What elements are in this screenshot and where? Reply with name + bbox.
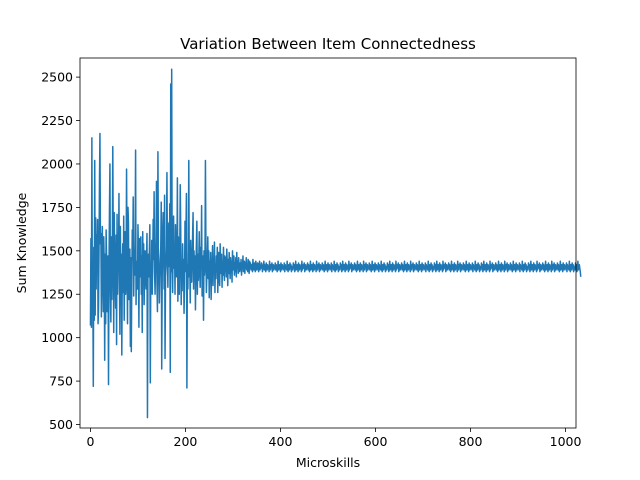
series-line-0 xyxy=(89,68,582,419)
x-tick-label: 400 xyxy=(269,434,293,449)
y-tick-label: 1500 xyxy=(41,243,73,258)
x-axis-ticks: 0 200 400 600 800 1000 xyxy=(86,428,582,449)
x-tick-label: 200 xyxy=(174,434,198,449)
y-tick-label: 1250 xyxy=(41,287,73,302)
y-tick-label: 2500 xyxy=(41,70,73,85)
y-axis-ticks: 500 750 1000 1250 1500 1750 2000 2250 2500 xyxy=(41,70,80,432)
y-tick-label: 1000 xyxy=(41,330,73,345)
y-tick-label: 1750 xyxy=(41,200,73,215)
x-tick-label: 600 xyxy=(364,434,388,449)
y-tick-label: 500 xyxy=(49,417,73,432)
plot-area xyxy=(89,68,582,419)
y-tick-label: 2250 xyxy=(41,113,73,128)
x-tick-label: 1000 xyxy=(550,434,582,449)
y-axis-label: Sum Knowledge xyxy=(14,192,29,293)
y-tick-label: 750 xyxy=(49,374,73,389)
x-tick-label: 800 xyxy=(459,434,483,449)
x-tick-label: 0 xyxy=(86,434,94,449)
x-axis-label: Microskills xyxy=(296,455,360,470)
y-tick-label: 2000 xyxy=(41,156,73,171)
chart-title: Variation Between Item Connectedness xyxy=(180,35,476,53)
axes-frame xyxy=(79,57,577,429)
